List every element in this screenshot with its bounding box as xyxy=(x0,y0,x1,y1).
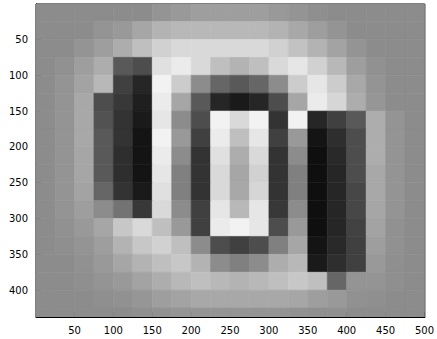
svg-text:450: 450 xyxy=(376,325,395,336)
svg-text:100: 100 xyxy=(104,325,123,336)
svg-text:250: 250 xyxy=(220,325,239,336)
svg-text:100: 100 xyxy=(9,70,28,81)
svg-text:200: 200 xyxy=(9,141,28,152)
svg-text:350: 350 xyxy=(298,325,317,336)
svg-text:50: 50 xyxy=(15,34,28,45)
svg-text:150: 150 xyxy=(143,325,162,336)
svg-text:300: 300 xyxy=(9,213,28,224)
svg-text:300: 300 xyxy=(259,325,278,336)
svg-text:400: 400 xyxy=(9,285,28,296)
svg-text:250: 250 xyxy=(9,177,28,188)
svg-text:500: 500 xyxy=(415,325,434,336)
svg-text:200: 200 xyxy=(182,325,201,336)
svg-text:150: 150 xyxy=(9,106,28,117)
svg-text:50: 50 xyxy=(68,325,81,336)
svg-text:400: 400 xyxy=(337,325,356,336)
svg-text:350: 350 xyxy=(9,249,28,260)
